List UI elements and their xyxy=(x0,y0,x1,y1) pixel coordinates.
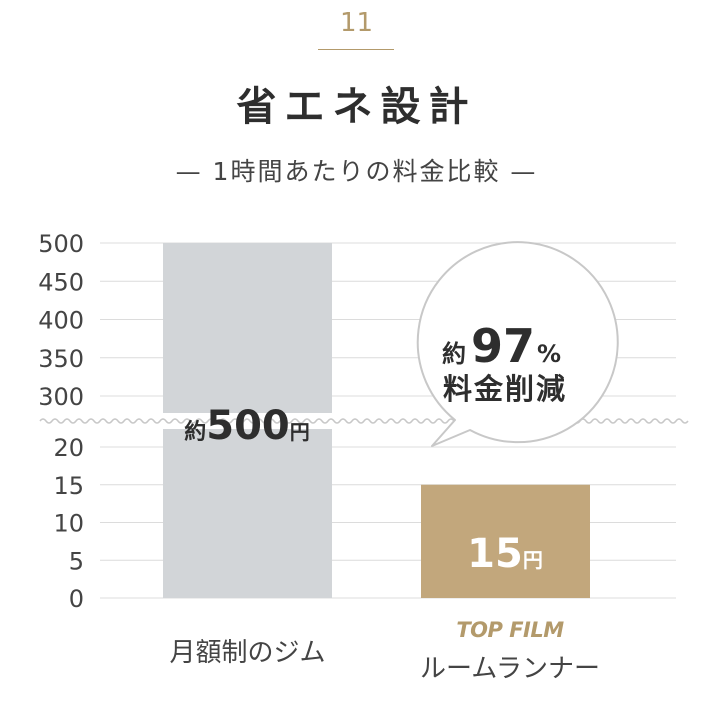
bar-value-label-1: 約500円 xyxy=(184,403,310,449)
value-prefix: 約 xyxy=(184,419,206,445)
y-tick-label: 300 xyxy=(38,383,84,411)
y-tick-label: 0 xyxy=(69,585,84,613)
savings-callout: 約 97 % 料金削減 xyxy=(416,241,619,447)
y-tick-label: 450 xyxy=(38,268,84,296)
category-label-treadmill: ルームランナー xyxy=(420,654,600,684)
brand-logo: TOP FILM xyxy=(456,618,564,642)
callout-bubble xyxy=(416,241,619,447)
chart-subtitle: — 1時間あたりの料金比較 — xyxy=(175,157,538,186)
bar-2 xyxy=(421,484,590,598)
value-number: 500 xyxy=(206,403,290,449)
category-label-gym: 月額制のジム xyxy=(169,638,326,668)
value-number: 15 xyxy=(467,531,523,577)
y-tick-label: 10 xyxy=(53,510,84,538)
y-tick-label: 350 xyxy=(38,345,84,373)
axis-break xyxy=(39,413,689,429)
value-unit: 円 xyxy=(290,420,310,444)
y-tick-label: 20 xyxy=(53,434,84,462)
value-unit: 円 xyxy=(523,548,543,572)
callout-prefix: 約 xyxy=(442,340,466,368)
page-title: 省エネ設計 xyxy=(236,84,477,130)
page-number: 11 xyxy=(339,8,374,38)
page-number-divider xyxy=(318,49,394,50)
bar-value-label-2: 15円 xyxy=(467,531,543,577)
y-axis-ticks: 0 5 10 15 20 300 350 400 450 500 xyxy=(38,230,84,613)
y-tick-label: 500 xyxy=(38,230,84,258)
y-tick-label: 5 xyxy=(69,547,84,575)
callout-unit: % xyxy=(537,340,561,368)
callout-value: 97 xyxy=(471,319,535,373)
y-tick-label: 400 xyxy=(38,307,84,335)
callout-text: 料金削減 xyxy=(443,372,567,406)
y-tick-label: 15 xyxy=(53,472,84,500)
